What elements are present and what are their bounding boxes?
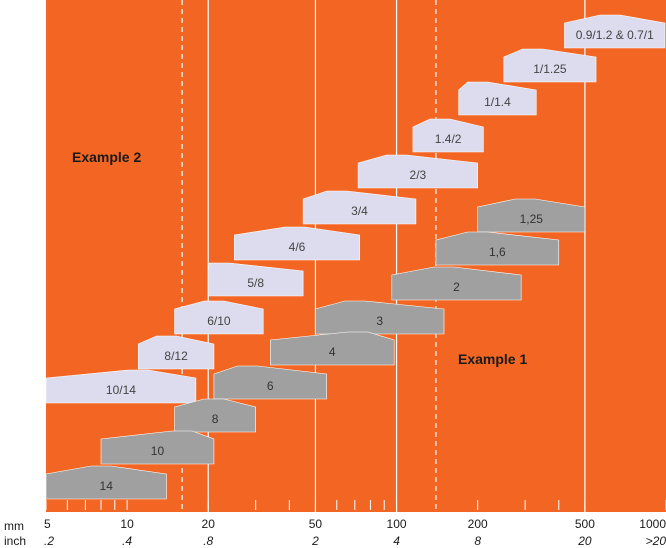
range-label: 5/8 — [247, 276, 264, 290]
mm-tick-label: 1000 — [639, 517, 666, 531]
range-bar: 1,6 — [435, 231, 560, 266]
range-shape — [503, 48, 597, 83]
range-shape — [357, 154, 478, 189]
range-label: 4/6 — [289, 240, 306, 254]
range-label: 1,25 — [520, 212, 544, 226]
inch-tick-label: 20 — [577, 534, 592, 548]
range-bar: 1,25 — [477, 198, 586, 233]
annotation-example-1: Example 1 — [458, 351, 527, 367]
range-label: 4 — [329, 345, 336, 359]
x-axis: 5 10 20 50 100 200 500 1000 .2 .4 .8 2 4 8 20 >20 — [44, 500, 666, 548]
range-label: 3 — [376, 314, 383, 328]
range-bar: 5/8 — [207, 262, 304, 297]
range-bar: 14 — [45, 465, 167, 500]
mm-tick-label: 500 — [575, 517, 595, 531]
range-bar: 10 — [100, 430, 215, 465]
mm-tick-label: 20 — [202, 517, 216, 531]
range-shape — [564, 14, 666, 49]
range-bar: 1/1.4 — [458, 81, 537, 116]
unit-label-mm: mm — [4, 519, 24, 533]
range-shape — [458, 81, 537, 116]
range-label: 2 — [453, 280, 460, 294]
range-shape — [302, 190, 417, 225]
mm-tick-label: 100 — [387, 517, 407, 531]
range-shape — [477, 198, 586, 233]
mm-tick-label: 200 — [468, 517, 488, 531]
range-bar: 2 — [391, 266, 522, 301]
range-shape — [234, 226, 361, 261]
mm-tick-label: 10 — [120, 517, 134, 531]
range-label: 6/10 — [207, 314, 231, 328]
range-bar: 1/1.25 — [503, 48, 597, 83]
unit-label-inch: inch — [4, 534, 26, 548]
range-bar: 6/10 — [174, 300, 264, 335]
range-bars: 0.9/1.2 & 0.7/1 1/1.25 1/1.4 1.4/2 2/3 3/4 4/6… — [45, 14, 666, 500]
range-shape — [213, 365, 327, 400]
range-label: 3/4 — [351, 204, 368, 218]
inch-tick-label: 8 — [474, 534, 481, 548]
range-label: 10/14 — [106, 383, 136, 397]
annotation-example-2: Example 2 — [72, 149, 141, 165]
inch-tick-label: .8 — [203, 534, 213, 548]
range-label: 10 — [151, 444, 165, 458]
range-bar: 2/3 — [357, 154, 478, 189]
range-bar: 8/12 — [137, 335, 215, 370]
inch-tick-label: .2 — [44, 534, 54, 548]
inch-tick-label: >20 — [646, 534, 666, 548]
inch-tick-label: 4 — [393, 534, 400, 548]
range-label: 6 — [267, 379, 274, 393]
range-label: 14 — [100, 479, 114, 493]
range-shape — [45, 465, 167, 500]
range-shape — [137, 335, 215, 370]
range-bar: 0.9/1.2 & 0.7/1 — [564, 14, 666, 49]
range-shape — [435, 231, 560, 266]
inch-tick-label: 2 — [311, 534, 319, 548]
range-bar: 1.4/2 — [412, 118, 484, 153]
range-label: 1/1.4 — [484, 95, 511, 109]
range-label: 0.9/1.2 & 0.7/1 — [576, 28, 654, 42]
range-label: 1.4/2 — [435, 132, 462, 146]
range-shape — [207, 262, 304, 297]
range-label: 8/12 — [164, 349, 188, 363]
range-bar: 8 — [174, 398, 256, 433]
range-label: 2/3 — [410, 168, 427, 182]
range-shape — [315, 300, 445, 335]
mm-tick-label: 5 — [44, 517, 51, 531]
range-shape — [174, 398, 256, 433]
range-bar: 4 — [270, 331, 395, 366]
range-shape — [100, 430, 215, 465]
range-shape — [270, 331, 395, 366]
inch-tick-label: .4 — [122, 534, 132, 548]
range-shape — [412, 118, 484, 153]
range-bar: 6 — [213, 365, 327, 400]
range-bar: 3/4 — [302, 190, 417, 225]
range-bar: 3 — [315, 300, 445, 335]
range-label: 1/1.25 — [533, 62, 567, 76]
range-label: 8 — [212, 412, 219, 426]
mm-tick-label: 50 — [309, 517, 323, 531]
range-shape — [391, 266, 522, 301]
range-bar: 4/6 — [234, 226, 361, 261]
range-shape — [174, 300, 264, 335]
range-label: 1,6 — [489, 245, 506, 259]
